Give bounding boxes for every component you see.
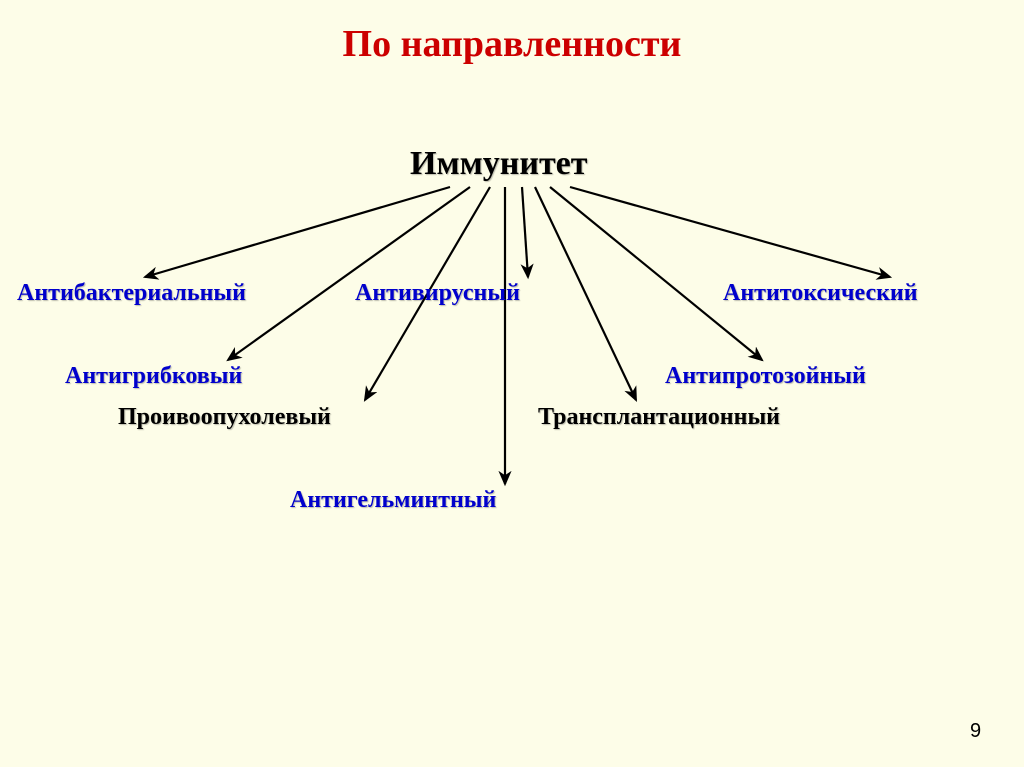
leaf-node-transplant: Трансплантационный — [538, 404, 780, 431]
arrow-to-antitoxic — [570, 187, 890, 277]
arrow-to-antiviral — [522, 187, 528, 277]
leaf-node-anthelmintic: Антигельминтный — [290, 487, 496, 514]
arrow-to-antifungal — [228, 187, 470, 360]
leaf-node-antibacterial: Антибактериальный — [17, 280, 246, 307]
arrow-to-transplant — [535, 187, 636, 400]
leaf-node-antiprotozoal: Антипротозойный — [665, 363, 866, 390]
leaf-node-antifungal: Антигрибковый — [65, 363, 242, 390]
arrow-to-antibacterial — [145, 187, 450, 277]
page-number: 9 — [970, 720, 981, 743]
leaf-node-antiviral: Антивирусный — [355, 280, 520, 307]
leaf-node-antitoxic: Антитоксический — [723, 280, 918, 307]
arrow-to-antiprotozoal — [550, 187, 762, 360]
leaf-node-antitumor: Проивоопухолевый — [118, 404, 331, 431]
